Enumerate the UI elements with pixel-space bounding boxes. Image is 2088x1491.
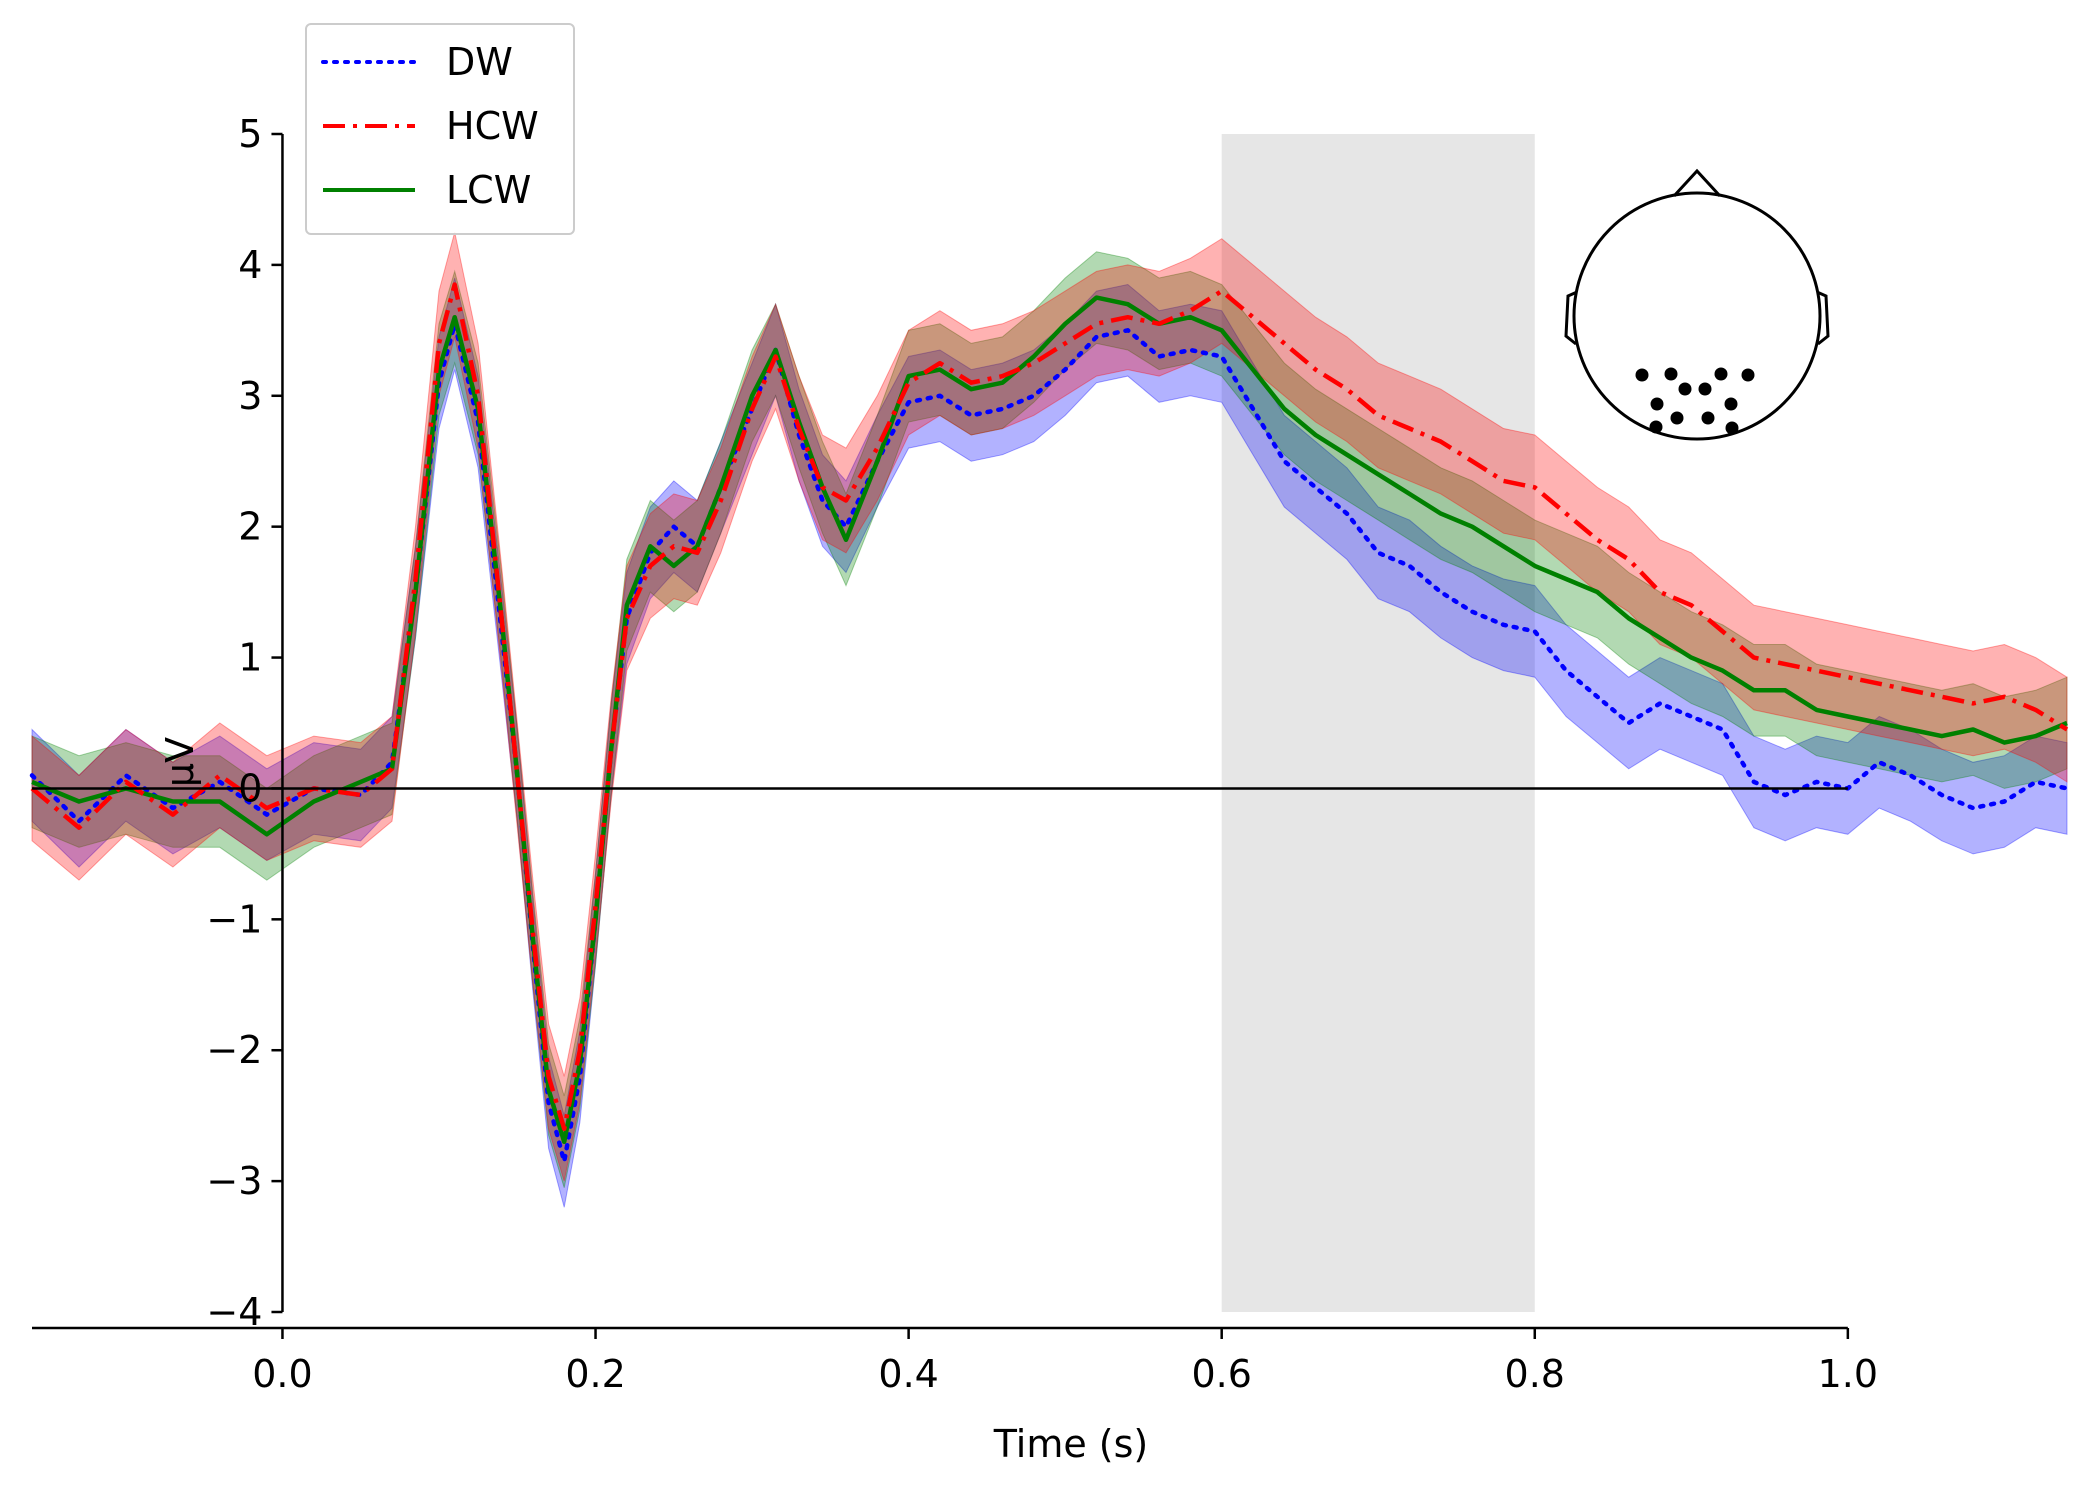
sensor-dot: [1701, 411, 1715, 425]
y-axis-title: µV: [158, 737, 202, 787]
x-tick-label: 0.4: [878, 1352, 938, 1396]
sensor-dot: [1664, 367, 1678, 381]
left-ear-icon: [1564, 290, 1578, 346]
series-line-lcw: [31, 295, 2068, 1145]
sensor-dot: [1635, 368, 1649, 382]
head-outline: [1572, 191, 1822, 441]
head-topomap-inset: [1564, 168, 1830, 441]
ci-band-hcw: [31, 232, 2068, 1182]
series-line-hcw: [30, 282, 2069, 1132]
y-tick-label: 0: [238, 766, 262, 810]
legend-label-hcw: HCW: [446, 104, 539, 148]
sensor-dot: [1725, 421, 1739, 435]
axes: −4 −3 −2 −1 0 1 2 3 4 5 0.0 0.2 0.4 0.6 0.8 1.0: [32, 112, 1878, 1396]
y-tick-label: −3: [206, 1159, 262, 1203]
y-tick-label: −1: [206, 897, 262, 941]
y-tick-label: 4: [238, 243, 262, 287]
sensor-dot: [1698, 382, 1712, 396]
highlight-window: [1221, 134, 1535, 1312]
x-tick-label: 0.0: [252, 1352, 312, 1396]
x-tick-label: 0.8: [1505, 1352, 1565, 1396]
y-tick-label: −4: [206, 1290, 262, 1334]
sensor-dots: [1635, 367, 1755, 435]
sensor-dot: [1678, 382, 1692, 396]
sensor-dot: [1714, 367, 1728, 381]
sensor-dot: [1650, 397, 1664, 411]
series-lines: [29, 282, 2070, 1164]
legend-label-dw: DW: [446, 40, 513, 84]
x-axis-title: Time (s): [993, 1422, 1149, 1466]
legend: DW HCW LCW: [305, 23, 575, 235]
sensor-dot: [1741, 368, 1755, 382]
sensor-dot: [1724, 397, 1738, 411]
confidence-bands: [31, 232, 2068, 1208]
sensor-dot: [1670, 411, 1684, 425]
x-tick-label: 0.2: [565, 1352, 625, 1396]
legend-label-lcw: LCW: [446, 168, 531, 212]
ci-band-lcw: [31, 251, 2068, 1188]
y-tick-label: 2: [238, 505, 262, 549]
y-tick-label: 5: [238, 112, 262, 156]
x-tick-label: 1.0: [1818, 1352, 1878, 1396]
ci-band-dw: [31, 277, 2068, 1208]
highlight-layer: [1221, 134, 1535, 1312]
y-tick-label: 1: [238, 636, 262, 680]
x-tick-label: 0.6: [1191, 1352, 1251, 1396]
legend-frame: [305, 23, 575, 235]
series-line-dw: [29, 321, 2070, 1164]
nose-icon: [1672, 168, 1722, 198]
right-ear-icon: [1816, 290, 1830, 346]
y-tick-label: 3: [238, 374, 262, 418]
y-tick-label: −2: [206, 1028, 262, 1072]
sensor-dot: [1649, 420, 1663, 434]
